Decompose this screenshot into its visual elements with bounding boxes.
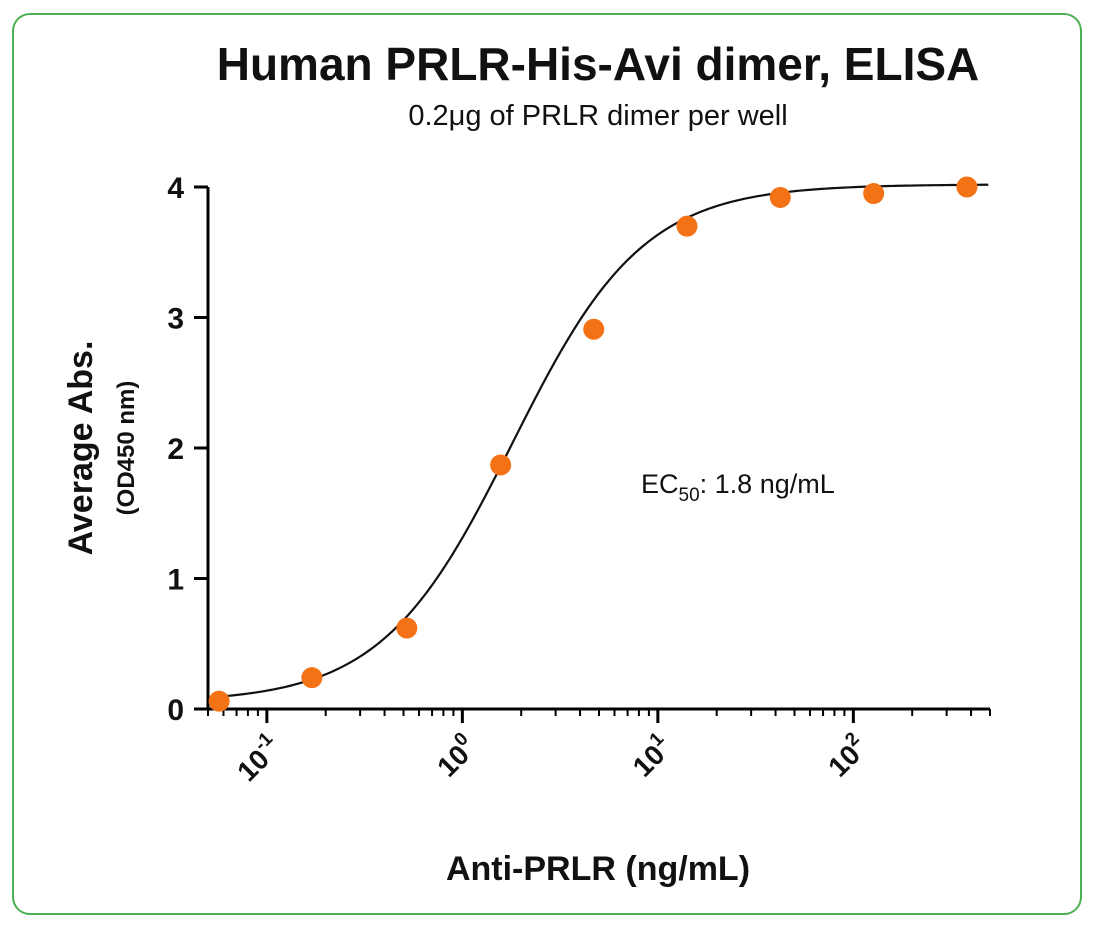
y-axis-label: Average Abs.: [62, 341, 100, 556]
x-ticks: 10-1 100 101 102: [207, 709, 991, 787]
data-point: [301, 667, 323, 689]
ec50-annotation: EC50: 1.8 ng/mL: [641, 469, 835, 506]
y-tick-label: 1: [167, 564, 184, 597]
x-tick-label: 10-1: [228, 728, 287, 787]
data-point: [769, 186, 791, 208]
y-axis-sublabel: (OD450 nm): [113, 381, 140, 516]
data-point: [208, 690, 230, 712]
chart-title: Human PRLR-His-Avi dimer, ELISA: [217, 38, 980, 90]
data-point: [396, 617, 418, 639]
x-axis-label: Anti-PRLR (ng/mL): [446, 850, 750, 888]
data-points: [208, 176, 978, 712]
y-tick-label: 3: [167, 303, 184, 336]
data-point: [863, 183, 885, 205]
chart-frame: [12, 13, 1082, 915]
y-tick-label: 2: [167, 433, 184, 466]
fit-curve: [219, 183, 989, 698]
x-tick-label: 101: [624, 728, 679, 783]
x-tick-label: 102: [819, 728, 873, 782]
y-tick-label: 0: [167, 694, 184, 727]
y-tick-label: 4: [167, 172, 184, 205]
x-tick-label: 100: [428, 728, 482, 782]
data-point: [490, 454, 512, 476]
y-ticks: 0 1 2 3 4: [167, 172, 208, 727]
data-point: [676, 215, 698, 237]
chart-subtitle: 0.2μg of PRLR dimer per well: [408, 100, 787, 132]
axes: [206, 187, 990, 711]
data-point: [956, 176, 978, 198]
data-point: [583, 318, 605, 340]
